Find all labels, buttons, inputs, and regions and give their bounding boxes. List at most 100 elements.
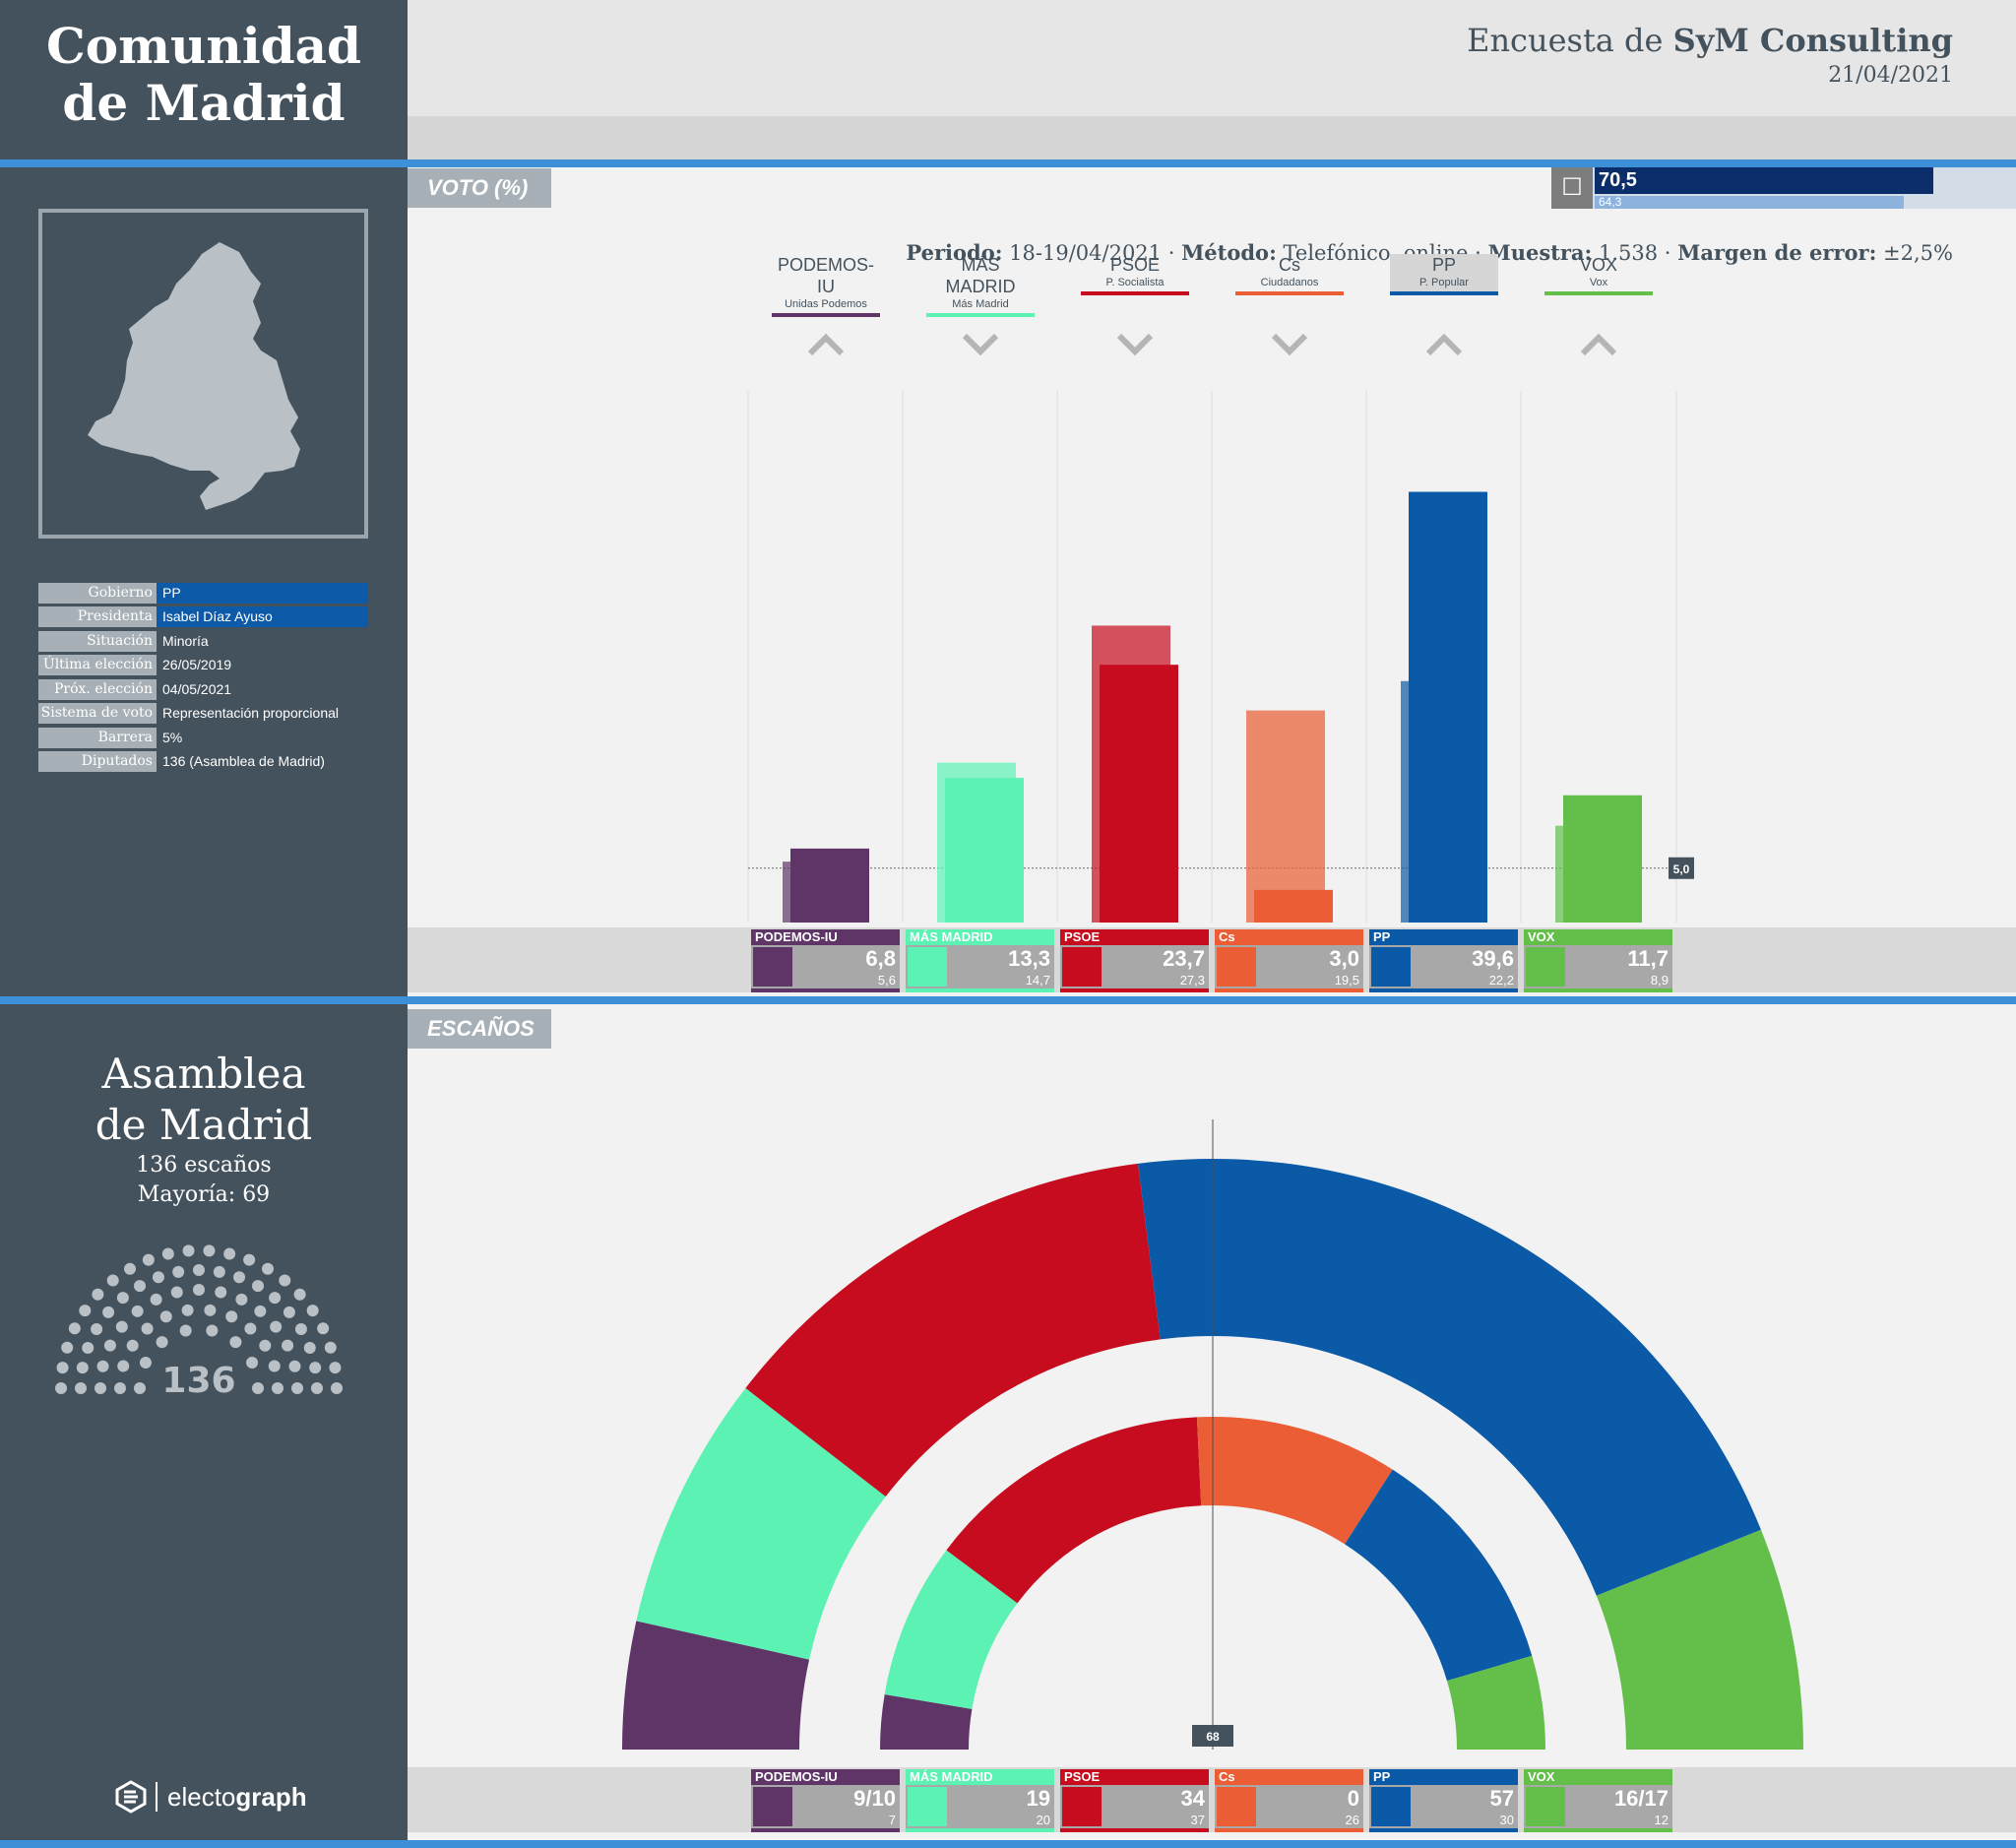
- seat-dot: [213, 1265, 225, 1278]
- card-value: 34: [1180, 1786, 1205, 1811]
- card-underline: [1524, 1828, 1672, 1832]
- card-party-name: PODEMOS-IU: [751, 1769, 900, 1785]
- party-logo-icon: [1062, 947, 1102, 987]
- chevron-up-icon: [1544, 325, 1653, 364]
- party-logo-icon: [908, 947, 947, 987]
- card-previous-value: 20: [1036, 1813, 1050, 1827]
- region-title: Comunidad de Madrid: [0, 18, 408, 132]
- seat-dot: [259, 1339, 272, 1352]
- seat-dot: [94, 1382, 106, 1394]
- card-previous-value: 27,3: [1179, 973, 1205, 988]
- seat-dot: [92, 1288, 104, 1301]
- assembly-title-line1: Asamblea: [101, 1050, 306, 1098]
- seat-dot: [181, 1304, 194, 1316]
- seat-dot: [262, 1262, 274, 1275]
- card-underline: [906, 1828, 1054, 1832]
- seat-dot: [331, 1382, 343, 1394]
- chevron-down-icon: [926, 325, 1035, 364]
- majority-marker-box: [1192, 1725, 1233, 1747]
- seat-dot: [311, 1382, 323, 1394]
- assembly-info: Asamblea de Madrid 136 escaños Mayoría: …: [0, 1049, 408, 1210]
- party-result-card: VOX 16/17 12: [1524, 1769, 1672, 1832]
- seat-dot: [161, 1247, 174, 1260]
- party-name: PSOE: [1109, 255, 1161, 275]
- bar-current: [945, 778, 1024, 923]
- card-value: 11,7: [1627, 946, 1669, 971]
- chevron-up-icon: [1390, 325, 1498, 364]
- party-name: PP: [1431, 255, 1456, 275]
- info-value: Isabel Díaz Ayuso: [157, 606, 368, 628]
- region-info-table: Gobierno PP Presidenta Isabel Díaz Ayuso Sit…: [38, 581, 368, 774]
- seat-dot: [225, 1310, 238, 1323]
- seat-dot: [96, 1360, 109, 1372]
- card-previous-value: 8,9: [1650, 973, 1669, 988]
- assembly-hemicycle-icon: 136: [55, 1244, 343, 1401]
- party-logo-icon: [908, 1787, 947, 1826]
- seat-dot: [179, 1324, 192, 1337]
- info-row: Diputados 136 (Asamblea de Madrid): [38, 750, 368, 775]
- party-underline: [1081, 291, 1189, 295]
- chevron-up-icon: [772, 325, 880, 364]
- seat-dot: [182, 1244, 195, 1257]
- card-value: 19: [1026, 1786, 1050, 1811]
- info-value: 04/05/2021: [162, 680, 232, 697]
- seat-dot: [243, 1253, 256, 1266]
- card-party-name: PSOE: [1060, 1769, 1209, 1785]
- party-logo-icon: [1217, 947, 1256, 987]
- party-underline: [1235, 291, 1344, 295]
- seat-dot: [252, 1280, 264, 1293]
- card-previous-value: 12: [1654, 1813, 1669, 1827]
- seat-dot: [204, 1304, 217, 1316]
- card-underline: [1369, 1828, 1518, 1832]
- party-fullname: P. Popular: [1419, 277, 1469, 288]
- party-underline: [926, 313, 1035, 317]
- party-underline: [772, 313, 880, 317]
- assembly-seats-count: 136 escaños: [136, 1153, 272, 1178]
- seat-dot: [293, 1288, 306, 1301]
- turnout-current: 70,5: [1595, 167, 1934, 194]
- divider-top: [0, 159, 2016, 167]
- card-value: 39,6: [1472, 946, 1514, 971]
- seat-arc-previous: [880, 1693, 973, 1750]
- seat-dot: [82, 1341, 94, 1354]
- card-party-name: VOX: [1524, 1769, 1672, 1785]
- divider-middle: [0, 996, 2016, 1004]
- seat-dot: [116, 1292, 129, 1305]
- seat-arc-current: [636, 1387, 886, 1660]
- party-result-card: PP 39,6 22,2: [1369, 929, 1518, 992]
- card-party-name: Cs: [1215, 929, 1363, 945]
- info-row: Barrera 5%: [38, 726, 368, 750]
- seat-dot: [170, 1286, 183, 1299]
- party-header: PSOE P. Socialista: [1081, 254, 1189, 295]
- info-value: 26/05/2019: [162, 657, 232, 673]
- card-underline: [1215, 988, 1363, 992]
- card-underline: [1060, 988, 1209, 992]
- turnout-previous: 64,3: [1595, 196, 1904, 209]
- seat-dot: [142, 1253, 155, 1266]
- seat-dot: [75, 1382, 87, 1394]
- party-header: VOX Vox: [1544, 254, 1653, 295]
- info-value: 5%: [162, 729, 183, 745]
- seat-dot: [203, 1244, 216, 1257]
- bar-previous: [1246, 710, 1325, 923]
- seat-dot: [246, 1356, 259, 1369]
- party-header: PP P. Popular: [1390, 254, 1498, 295]
- info-row: Sistema de voto Representación proporcion…: [38, 702, 368, 727]
- card-party-name: MÁS MADRID: [906, 1769, 1054, 1785]
- party-logo-icon: [753, 947, 792, 987]
- brand-logo: electograph: [114, 1780, 307, 1814]
- assembly-total-label: 136: [161, 1361, 235, 1401]
- turnout-indicator: ☐ 70,5 64,3: [1551, 167, 2016, 209]
- madrid-map-icon: [88, 242, 300, 510]
- party-logo-icon: [1371, 1787, 1411, 1826]
- seat-arc-current: [1596, 1529, 1803, 1750]
- seat-dot: [317, 1322, 330, 1335]
- bar-current: [1409, 491, 1487, 923]
- card-previous-value: 37: [1190, 1813, 1205, 1827]
- seat-dot: [229, 1336, 242, 1349]
- seat-dot: [215, 1286, 227, 1299]
- card-value: 13,3: [1008, 946, 1050, 971]
- seat-dot: [294, 1323, 307, 1335]
- seat-dot: [126, 1339, 139, 1352]
- card-underline: [1060, 1828, 1209, 1832]
